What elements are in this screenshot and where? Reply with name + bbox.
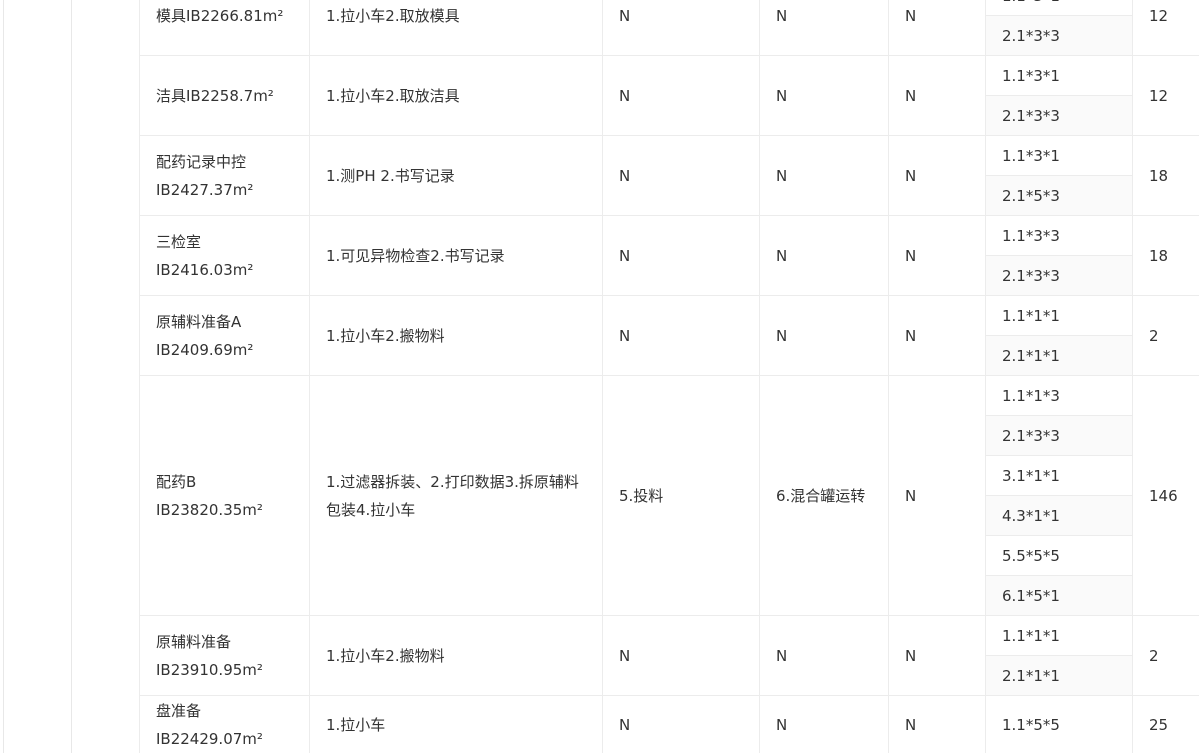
step-cell: 2.1*1*1 bbox=[985, 656, 1132, 696]
step-cell: 1.1*1*1 bbox=[985, 616, 1132, 656]
step-cell: 1.1*3*1 bbox=[985, 136, 1132, 176]
actions-cell: 1.拉小车2.取放模具 bbox=[309, 0, 602, 56]
step-cell: 2.1*1*1 bbox=[985, 336, 1132, 376]
col4-cell: N bbox=[759, 0, 888, 56]
col5-cell: N bbox=[888, 296, 985, 376]
total-cell: 12 bbox=[1132, 56, 1199, 136]
actions-cell: 1.可见异物检查2.书写记录 bbox=[309, 216, 602, 296]
step-cell: 2.1*3*3 bbox=[985, 416, 1132, 456]
col4-cell: N bbox=[759, 56, 888, 136]
actions-cell: 1.拉小车2.取放洁具 bbox=[309, 56, 602, 136]
total-cell: 146 bbox=[1132, 376, 1199, 616]
step-cell: 6.1*5*1 bbox=[985, 576, 1132, 616]
total-cell: 25 bbox=[1132, 696, 1199, 753]
col4-cell: N bbox=[759, 616, 888, 696]
col5-cell: N bbox=[888, 216, 985, 296]
name-cell: 配药记录中控IB2427.37m² bbox=[139, 136, 309, 216]
col5-cell: N bbox=[888, 616, 985, 696]
divider bbox=[71, 0, 72, 753]
step-cell: 1.1*3*3 bbox=[985, 216, 1132, 256]
step-cell: 2.1*3*3 bbox=[985, 16, 1132, 56]
col4-cell: N bbox=[759, 696, 888, 753]
col3-cell: N bbox=[602, 136, 759, 216]
step-cell: 2.1*3*3 bbox=[985, 256, 1132, 296]
name-cell: 三检室IB2416.03m² bbox=[139, 216, 309, 296]
step-cell: 1.1*3*1 bbox=[985, 0, 1132, 16]
col3-cell: N bbox=[602, 616, 759, 696]
step-cell: 5.5*5*5 bbox=[985, 536, 1132, 576]
col4-cell: 6.混合罐运转 bbox=[759, 376, 888, 616]
divider bbox=[3, 0, 4, 753]
name-cell: 配药B IB23820.35m² bbox=[139, 376, 309, 616]
col5-cell: N bbox=[888, 376, 985, 616]
col3-cell: N bbox=[602, 56, 759, 136]
step-cell: 2.1*3*3 bbox=[985, 96, 1132, 136]
col3-cell: 5.投料 bbox=[602, 376, 759, 616]
col5-cell: N bbox=[888, 56, 985, 136]
step-cell: 1.1*1*3 bbox=[985, 376, 1132, 416]
name-cell: 盘准备IB22429.07m² bbox=[139, 696, 309, 753]
name-cell: 原辅料准备A IB2409.69m² bbox=[139, 296, 309, 376]
actions-cell: 1.拉小车2.搬物料 bbox=[309, 616, 602, 696]
step-cell: 4.3*1*1 bbox=[985, 496, 1132, 536]
step-cell: 2.1*5*3 bbox=[985, 176, 1132, 216]
col4-cell: N bbox=[759, 136, 888, 216]
col3-cell: N bbox=[602, 296, 759, 376]
name-cell: 洁具IB2258.7m² bbox=[139, 56, 309, 136]
total-cell: 18 bbox=[1132, 136, 1199, 216]
col3-cell: N bbox=[602, 696, 759, 753]
actions-cell: 1.拉小车2.搬物料 bbox=[309, 296, 602, 376]
actions-cell: 1.测PH 2.书写记录 bbox=[309, 136, 602, 216]
total-cell: 12 bbox=[1132, 0, 1199, 56]
actions-cell: 1.拉小车 bbox=[309, 696, 602, 753]
col4-cell: N bbox=[759, 296, 888, 376]
col5-cell: N bbox=[888, 0, 985, 56]
col4-cell: N bbox=[759, 216, 888, 296]
col3-cell: N bbox=[602, 216, 759, 296]
name-cell: 模具IB2266.81m² bbox=[139, 0, 309, 56]
total-cell: 18 bbox=[1132, 216, 1199, 296]
step-cell: 1.1*1*1 bbox=[985, 296, 1132, 336]
actions-cell: 1.过滤器拆装、2.打印数据3.拆原辅料包装4.拉小车 bbox=[309, 376, 602, 616]
step-cell: 3.1*1*1 bbox=[985, 456, 1132, 496]
col5-cell: N bbox=[888, 136, 985, 216]
step-cell: 1.1*3*1 bbox=[985, 56, 1132, 96]
total-cell: 2 bbox=[1132, 616, 1199, 696]
total-cell: 2 bbox=[1132, 296, 1199, 376]
name-cell: 原辅料准备IB23910.95m² bbox=[139, 616, 309, 696]
col3-cell: N bbox=[602, 0, 759, 56]
col5-cell: N bbox=[888, 696, 985, 753]
step-cell: 1.1*5*5 bbox=[985, 696, 1132, 753]
